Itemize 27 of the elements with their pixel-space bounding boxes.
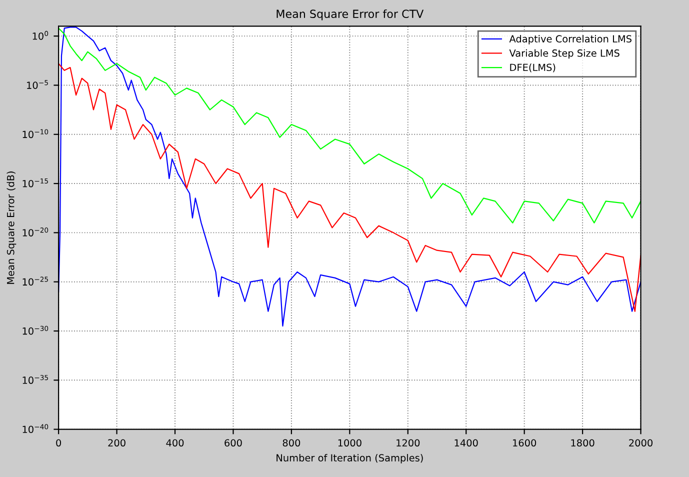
y-tick-label: 10$^{−5}$ — [27, 80, 48, 89]
x-tick-label: 400 — [166, 439, 184, 447]
x-tick-label: 600 — [224, 439, 242, 447]
y-tick-label: 10$^{0}$ — [32, 30, 48, 40]
x-tick-label: 1400 — [454, 439, 478, 447]
x-tick-label: 1600 — [513, 439, 536, 447]
x-tick-label: 1800 — [571, 439, 594, 447]
y-tick-label: 10$^{−15}$ — [22, 178, 48, 188]
legend-label: DFE(LMS) — [510, 64, 556, 72]
x-tick-label: 800 — [282, 439, 300, 447]
y-tick-label: 10$^{−35}$ — [22, 374, 48, 384]
y-tick-label: 10$^{−25}$ — [22, 276, 48, 286]
y-tick-label: 10$^{−40}$ — [22, 424, 48, 434]
x-tick-label: 2000 — [629, 439, 652, 447]
y-tick-label: 10$^{−30}$ — [22, 326, 48, 335]
chart-title: Mean Square Error for CTV — [276, 9, 424, 20]
x-tick-label: 0 — [56, 439, 62, 447]
y-tick-label: 10$^{−10}$ — [22, 129, 48, 138]
x-tick-label: 1000 — [338, 439, 362, 447]
legend-label: Adaptive Correlation LMS — [509, 34, 632, 44]
legend-label: Variable Step Size LMS — [509, 49, 620, 59]
y-axis-title: Mean Square Error (dB) — [6, 172, 16, 284]
y-tick-label: 10$^{−20}$ — [22, 228, 48, 236]
line-series — [58, 62, 641, 312]
x-tick-label: 200 — [108, 439, 126, 447]
x-axis-title: Number of Iteration (Samples) — [276, 454, 423, 464]
x-tick-label: 1200 — [396, 439, 420, 447]
